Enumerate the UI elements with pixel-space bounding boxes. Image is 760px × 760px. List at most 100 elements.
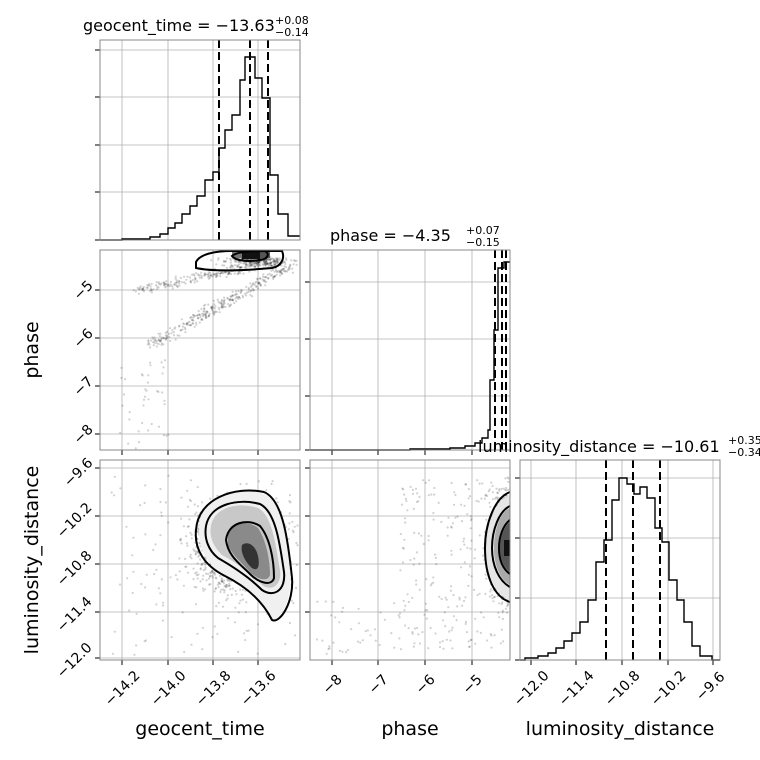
panel-title: geocent_time = −13.63 [83,16,275,36]
sample-point [236,272,239,275]
sample-point [216,298,219,301]
sample-point [207,273,210,276]
sample-point [272,258,275,262]
sample-point [270,269,273,272]
sample-point [411,596,414,600]
sample-point [237,290,240,293]
sample-point [289,263,292,266]
sample-point [189,280,192,283]
sample-point [467,487,470,491]
sample-point [290,599,293,602]
histogram-luminosity-distance [520,477,720,661]
sample-point [480,497,483,500]
sample-point [188,498,191,501]
sample-point [401,487,404,490]
sample-point [222,305,225,308]
sample-point [147,374,150,377]
sample-point [232,299,235,302]
sample-point [222,302,225,305]
sample-point [504,486,508,490]
sample-point [460,520,464,523]
sample-point [296,524,299,527]
sample-point [147,429,150,432]
sample-point [217,586,220,589]
sample-point [110,491,113,494]
sample-point [501,611,504,614]
sample-point [246,265,249,268]
sample-point [153,341,156,344]
sample-point [194,552,198,555]
sample-point [189,281,193,284]
sample-point [507,480,510,483]
sample-point [203,310,206,313]
sample-point [220,578,223,581]
y-ticks [305,467,310,613]
sample-point [185,322,188,325]
sample-point [155,568,158,571]
sample-point [495,487,498,490]
sample-point [224,260,227,263]
sample-point [507,477,510,480]
sample-point [262,279,265,282]
sample-point [210,306,213,309]
sample-point [210,306,213,309]
sample-point [157,390,160,393]
sample-point [271,264,274,267]
sample-point [256,277,259,280]
sample-point [210,574,213,577]
sample-point [224,260,227,263]
sample-point [284,270,287,273]
sample-point [275,261,278,264]
sample-point [125,525,128,528]
sample-point [176,334,179,337]
sample-point [259,264,262,267]
sample-point [220,580,224,583]
sample-point [184,282,187,285]
sample-point [178,280,181,283]
sample-point [490,646,493,649]
sample-point [180,318,183,321]
sample-point [196,314,199,317]
x-ticks [121,450,259,455]
sample-point [205,312,208,315]
sample-point [411,492,415,495]
sample-point [201,562,204,565]
sample-point [222,304,225,307]
sample-point [164,286,167,289]
sample-point [225,271,228,274]
sample-point [136,286,139,289]
sample-point [205,579,208,582]
sample-point [442,647,445,650]
sample-point [219,582,222,586]
sample-point [201,501,204,504]
sample-point [237,611,240,614]
sample-point [128,418,131,421]
sample-point [222,588,225,591]
sample-point [168,335,171,338]
sample-point [145,389,148,392]
grid-lines [310,250,510,450]
panel-border [99,39,301,241]
sample-point [427,539,430,542]
sample-point [338,649,341,652]
sample-point [481,554,485,557]
sample-point [213,313,216,316]
sample-point [149,364,152,367]
sample-point [460,503,463,506]
sample-point [239,290,242,293]
sample-point [225,586,228,589]
sample-point [214,305,217,308]
tick-label: −9.6 [61,455,96,490]
sample-point [236,265,239,268]
sample-point [218,301,221,304]
sample-point [334,616,337,619]
sample-point [276,271,279,274]
sample-point [470,638,473,641]
sample-point [433,486,436,490]
sample-point [159,332,162,335]
sample-point [197,309,200,313]
x-axis-label-phase: phase [381,718,438,740]
sample-point [507,603,510,606]
sample-point [413,642,416,645]
sample-point [287,267,290,270]
